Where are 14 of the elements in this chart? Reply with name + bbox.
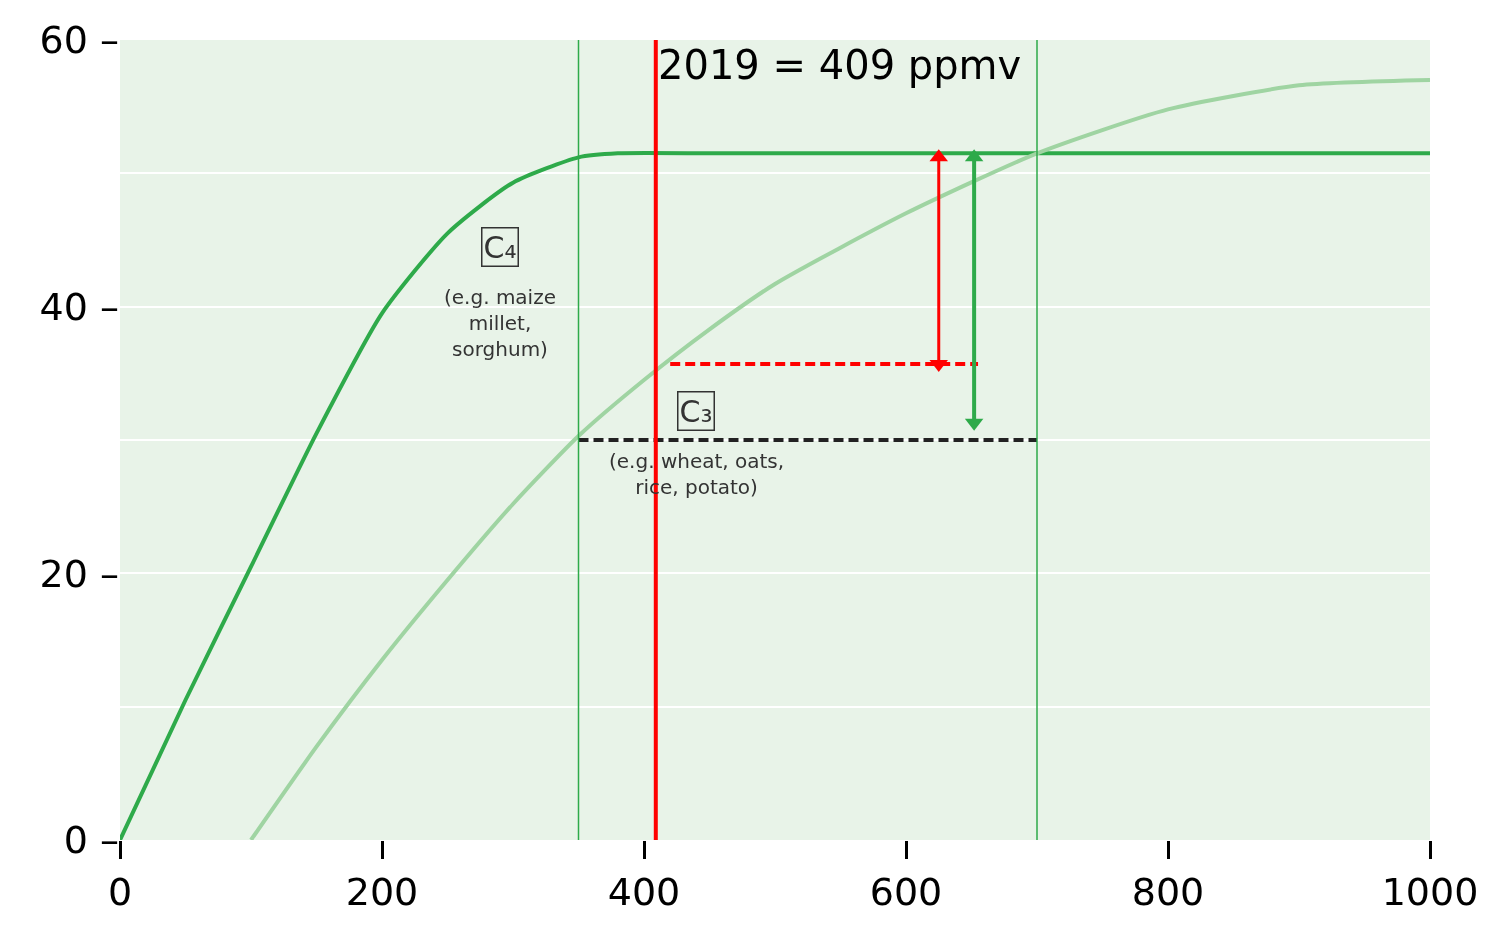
annotation: C₃ xyxy=(679,393,713,429)
annotation: C₄ xyxy=(483,229,517,265)
x-tick-label: 1000 xyxy=(1381,869,1479,914)
x-tick-label: 400 xyxy=(607,869,681,914)
y-tick-label: 60 – xyxy=(39,18,119,63)
y-tick-label: 40 – xyxy=(39,284,119,329)
ref-line-label: 2019 = 409 ppmv xyxy=(658,42,1022,88)
x-tick-label: 800 xyxy=(1131,869,1205,914)
x-tick-label: 200 xyxy=(345,869,419,914)
y-tick-label: 20 – xyxy=(39,551,119,596)
x-tick-label: 600 xyxy=(869,869,943,914)
y-tick-label: 0 – xyxy=(63,818,119,863)
annotation: (e.g. maize millet, sorghum) xyxy=(444,285,556,361)
x-tick-label: 0 xyxy=(107,869,133,914)
